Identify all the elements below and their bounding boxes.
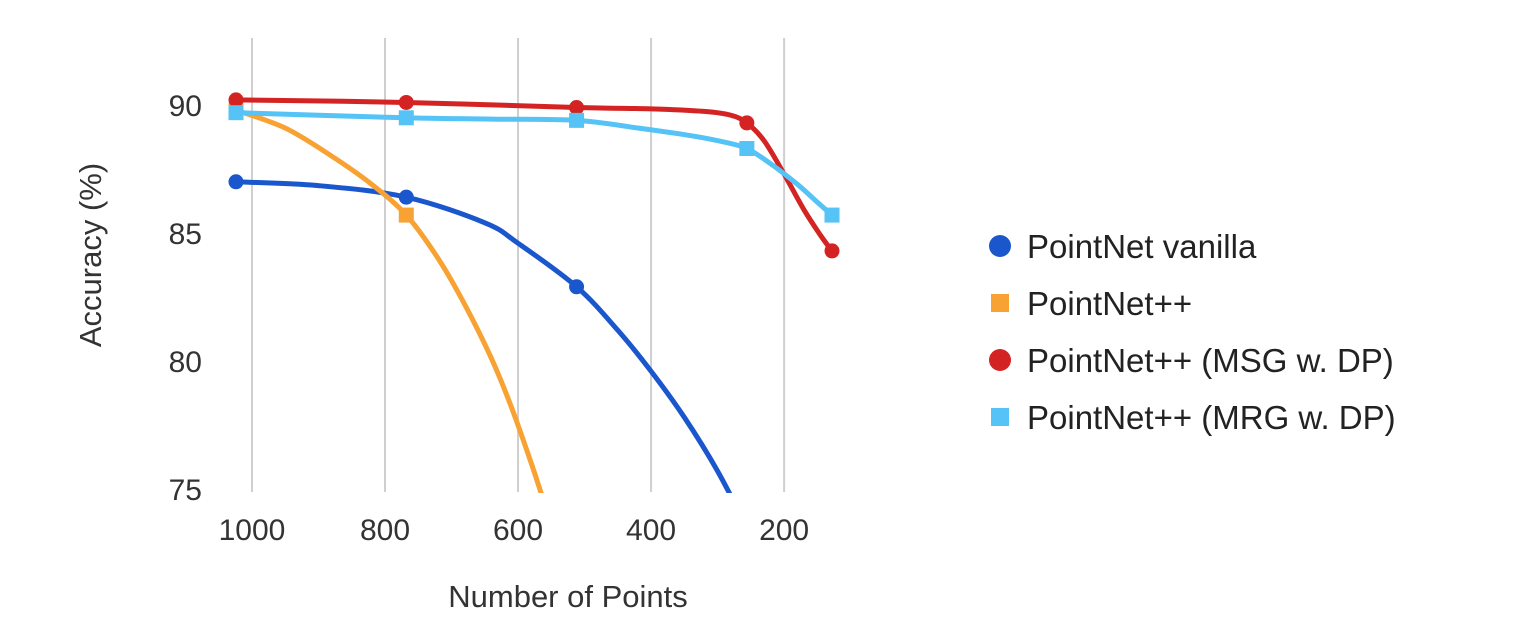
legend-swatch [991, 294, 1009, 312]
x-tick-label-600: 600 [493, 514, 543, 547]
data-point-pointnet-msg-w-dp-128 [824, 243, 840, 259]
y-tick-label-75: 75 [169, 474, 202, 507]
gridlines [250, 38, 786, 492]
x-tick-label-1000: 1000 [219, 514, 286, 547]
legend: PointNet vanilla PointNet++ PointNet++ (MS… [989, 228, 1396, 436]
legend-item-pointnet-msg-w-dp: PointNet++ (MSG w. DP) [989, 342, 1394, 379]
data-point-pointnet-mrg-w-dp-768 [398, 110, 414, 126]
data-point-pointnet-mrg-w-dp-128 [824, 207, 840, 223]
y-tick-label-90: 90 [169, 90, 202, 123]
legend-swatch [989, 349, 1011, 371]
data-point-pointnet-vanilla-512 [569, 279, 585, 295]
legend-swatch [991, 408, 1009, 426]
data-point-pointnet-mrg-w-dp-256 [739, 141, 755, 157]
y-tick-label-80: 80 [169, 346, 202, 379]
tick-labels: 1000 800 600 400 200 75 80 85 90 [169, 90, 810, 547]
legend-label: PointNet++ (MRG w. DP) [1027, 399, 1396, 436]
x-axis-title: Number of Points [448, 579, 688, 614]
data-point-pointnet-msg-w-dp-1024 [228, 92, 244, 108]
x-tick-label-200: 200 [759, 514, 809, 547]
series-line-pointnet-msg-w-dp [233, 97, 835, 254]
legend-item-pointnet: PointNet++ [991, 285, 1192, 322]
data-point-pointnet-msg-w-dp-256 [739, 115, 755, 131]
series-lines [233, 97, 835, 493]
legend-item-pointnet-vanilla: PointNet vanilla [989, 228, 1257, 265]
y-axis-title: Accuracy (%) [73, 163, 108, 347]
data-point-pointnet-mrg-w-dp-512 [569, 112, 585, 128]
x-tick-label-400: 400 [626, 514, 676, 547]
legend-label: PointNet++ (MSG w. DP) [1027, 342, 1394, 379]
data-point-pointnet-msg-w-dp-768 [398, 94, 414, 110]
legend-swatch [989, 235, 1011, 257]
series-line-pointnet-mrg-w-dp [233, 110, 835, 218]
data-point-pointnet-vanilla-768 [398, 189, 414, 205]
data-point-pointnet-msg-w-dp-512 [569, 100, 585, 116]
legend-label: PointNet++ [1027, 285, 1192, 322]
series-line-pointnet-vanilla [233, 179, 733, 493]
data-point-pointnet-mrg-w-dp-1024 [228, 105, 244, 121]
series-line-pointnet [233, 107, 544, 493]
y-tick-label-85: 85 [169, 218, 202, 251]
legend-item-pointnet-mrg-w-dp: PointNet++ (MRG w. DP) [991, 399, 1396, 436]
x-tick-label-800: 800 [360, 514, 410, 547]
data-point-pointnet-768 [398, 207, 414, 223]
series-markers [228, 92, 840, 295]
legend-label: PointNet vanilla [1027, 228, 1257, 265]
data-point-pointnet-vanilla-1024 [228, 174, 244, 190]
